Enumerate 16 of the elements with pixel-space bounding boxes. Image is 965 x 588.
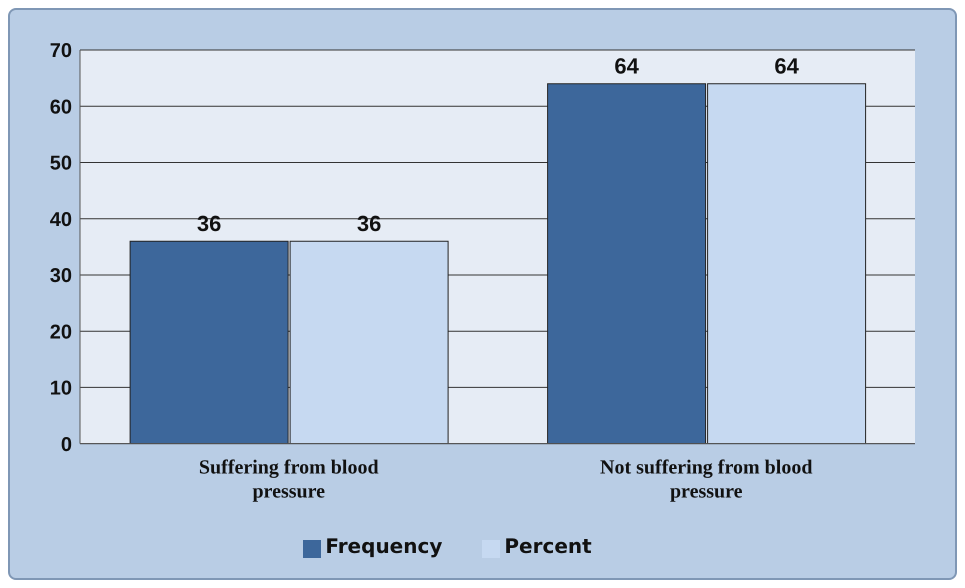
y-tick-label: 40 <box>50 208 72 231</box>
x-tick-label: Not suffering from blood pressure <box>600 456 812 503</box>
x-tick-label: Suffering from blood pressure <box>198 456 379 503</box>
y-tick-label: 20 <box>50 321 72 344</box>
data-label: 64 <box>774 54 800 79</box>
y-tick-label: 0 <box>60 434 72 456</box>
data-label: 36 <box>196 211 222 236</box>
y-tick-label: 50 <box>50 152 72 175</box>
y-tick-label: 60 <box>50 96 72 118</box>
legend-label: Percent <box>504 534 592 558</box>
data-label: 36 <box>356 211 382 236</box>
y-tick-label: 70 <box>50 40 72 62</box>
y-tick-label: 30 <box>50 265 72 288</box>
y-tick-label: 10 <box>50 378 72 400</box>
legend-label: Frequency <box>325 534 442 558</box>
data-label: 64 <box>614 54 640 79</box>
